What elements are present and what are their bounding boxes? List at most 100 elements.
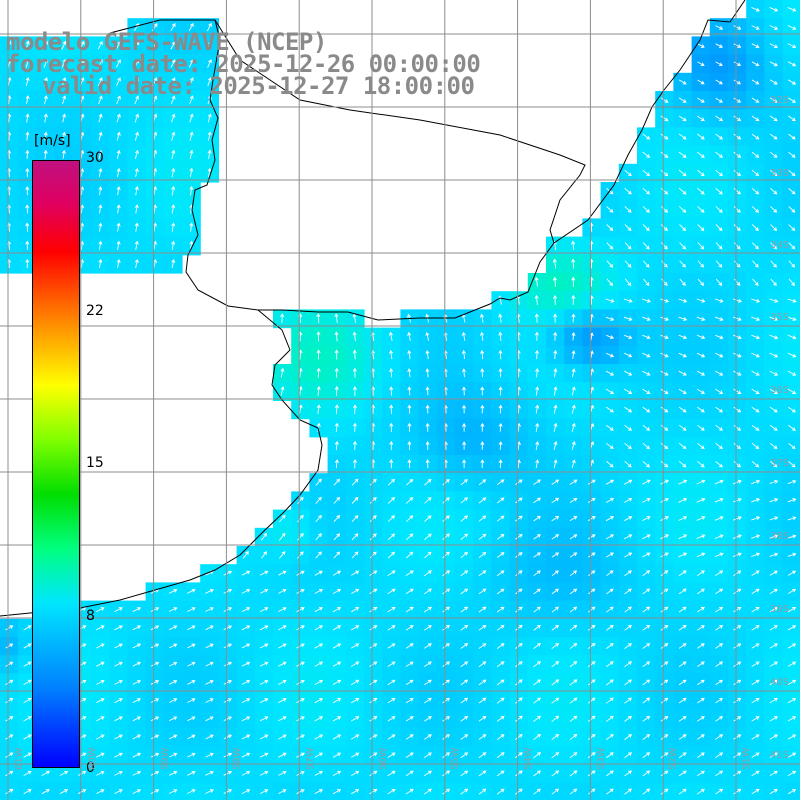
wind-speed-cell	[782, 364, 800, 383]
wind-arrow	[333, 533, 341, 541]
wind-arrow	[134, 131, 139, 141]
wind-arrow	[387, 570, 396, 576]
wind-arrow	[660, 788, 669, 795]
wind-arrow	[624, 661, 632, 668]
wind-arrow	[96, 661, 105, 667]
wind-arrow	[623, 534, 633, 540]
wind-arrow	[605, 388, 615, 394]
wind-arrow	[406, 478, 414, 486]
wind-arrow	[624, 169, 632, 177]
wind-arrow	[407, 459, 412, 469]
wind-arrow	[168, 588, 178, 594]
wind-arrow	[515, 697, 523, 704]
wind-arrow	[496, 533, 505, 540]
wind-arrow	[752, 242, 759, 250]
wind-arrow	[333, 478, 341, 486]
wind-arrow	[678, 370, 687, 376]
wind-arrow	[787, 643, 797, 649]
wind-arrow	[278, 789, 287, 795]
wind-arrow	[114, 770, 123, 776]
wind-arrow	[98, 204, 103, 214]
wind-arrow	[696, 788, 705, 795]
wind-arrow	[171, 149, 176, 160]
wind-arrow	[25, 113, 30, 123]
wind-arrow	[116, 113, 121, 123]
wind-arrow	[332, 752, 342, 758]
wind-arrow	[424, 643, 432, 649]
wind-arrow	[150, 789, 160, 795]
wind-arrow	[733, 442, 742, 450]
wind-arrow	[660, 734, 669, 740]
wind-arrow	[751, 61, 760, 67]
wind-arrow	[642, 734, 651, 740]
wind-arrow	[23, 679, 32, 686]
wind-arrow	[787, 570, 797, 576]
wind-arrow	[787, 298, 797, 303]
wind-arrow	[297, 551, 304, 559]
wind-arrow	[515, 588, 523, 595]
wind-arrow	[551, 642, 560, 650]
lat-label-32s: 32S	[770, 95, 790, 106]
wind-arrow	[624, 734, 632, 740]
wind-arrow	[332, 789, 342, 795]
wind-arrow	[407, 349, 412, 360]
wind-arrow	[478, 788, 487, 795]
wind-arrow	[442, 643, 451, 649]
wind-arrow	[496, 643, 505, 649]
wind-arrow	[551, 516, 560, 522]
wind-arrow	[733, 334, 742, 340]
wind-arrow	[296, 679, 305, 685]
wind-arrow	[369, 789, 378, 795]
wind-arrow	[296, 752, 305, 758]
lat-label-39s: 39S	[770, 604, 790, 615]
wind-arrow	[351, 588, 360, 594]
wind-arrow	[733, 25, 742, 30]
wind-arrow	[642, 224, 650, 232]
wind-speed-cell	[782, 782, 800, 800]
wind-arrow	[733, 716, 742, 722]
lon-label-60w: 60W	[87, 747, 98, 770]
wind-arrow	[23, 625, 32, 631]
wind-arrow	[551, 497, 560, 504]
wind-arrow	[533, 624, 541, 631]
wind-arrow	[678, 79, 687, 85]
colorbar	[32, 160, 80, 768]
wind-arrow	[697, 242, 705, 250]
wind-arrow	[769, 479, 779, 485]
wind-arrow	[751, 352, 760, 358]
wind-arrow	[769, 752, 778, 758]
wind-arrow	[316, 385, 321, 396]
wind-arrow	[569, 770, 578, 777]
wind-arrow	[114, 661, 123, 667]
wind-arrow	[605, 370, 615, 376]
wind-arrow	[551, 752, 560, 759]
wind-arrow	[460, 679, 469, 686]
wind-arrow	[751, 334, 760, 340]
wind-arrow	[369, 661, 378, 667]
wind-arrow	[624, 224, 632, 232]
wind-arrow	[788, 278, 795, 287]
wind-arrow	[643, 278, 650, 286]
lat-label-34s: 34S	[770, 240, 790, 251]
wind-arrow	[678, 97, 687, 103]
wind-arrow	[424, 716, 432, 722]
wind-arrow	[496, 570, 505, 577]
wind-arrow	[314, 661, 324, 667]
wind-arrow	[624, 588, 632, 595]
wind-arrow	[407, 404, 412, 414]
wind-arrow	[369, 643, 378, 649]
wind-arrow	[642, 661, 651, 668]
wind-arrow	[642, 260, 650, 268]
wind-arrow	[259, 716, 269, 722]
lat-label-38s: 38S	[770, 531, 790, 542]
wind-arrow	[496, 679, 505, 686]
wind-arrow	[171, 131, 176, 141]
wind-speed-cell	[782, 54, 800, 74]
wind-arrow	[98, 95, 103, 105]
wind-arrow	[551, 606, 560, 613]
wind-arrow	[733, 588, 742, 595]
wind-arrow	[169, 716, 178, 722]
wind-arrow	[769, 61, 778, 67]
